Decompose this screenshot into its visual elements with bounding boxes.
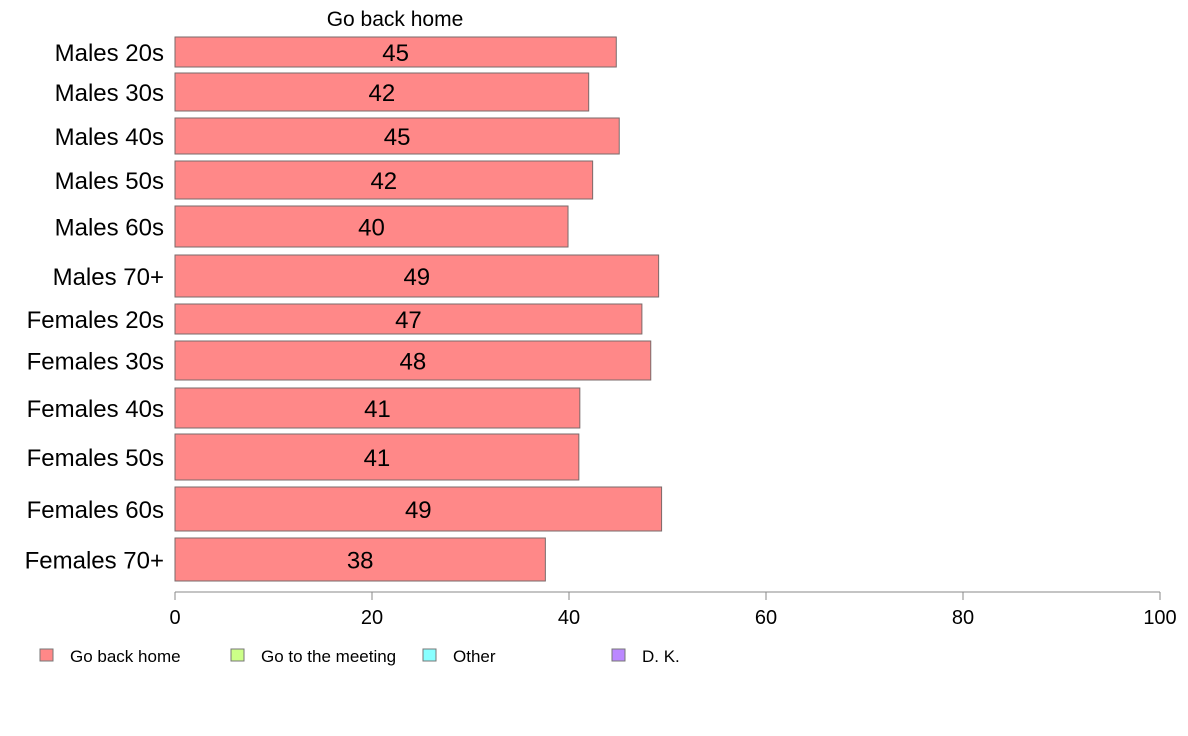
bar [174,340,652,381]
x-tick-label: 20 [361,607,383,629]
bar-value-label: 41 [364,396,391,423]
category-label: Males 70+ [53,264,164,291]
bar-row: 42 Males 50s [55,160,594,200]
legend-label: Other [453,647,496,666]
bar [174,205,569,248]
category-label: Males 40s [55,124,164,151]
legend-item: Other [422,647,496,666]
bar [174,117,620,155]
legend-item: Go to the meeting [230,647,396,666]
bar-value-label: 41 [364,445,391,472]
legend-swatch [230,648,245,662]
bar-row: 42 Males 30s [55,72,590,112]
bar-row: 40 Males 60s [55,205,569,248]
bar [174,254,660,298]
bar-row: 38 Females 70+ [25,537,546,582]
bar-value-label: 45 [382,40,409,67]
category-label: Males 20s [55,40,164,67]
bar [174,72,590,112]
bar-value-label: 49 [403,264,430,291]
bar [174,36,617,68]
bar-value-label: 48 [400,349,427,376]
bar-row: 41 Females 40s [27,387,581,429]
x-tick-label: 80 [952,607,974,629]
chart-header: Go back home [327,8,464,31]
bar-value-label: 47 [395,307,422,334]
bar [174,160,594,200]
bar-row: 47 Females 20s [27,303,643,335]
category-label: Males 30s [55,80,164,107]
bar [174,433,580,481]
category-label: Females 30s [27,349,164,376]
category-label: Females 60s [27,497,164,524]
category-label: Females 40s [27,396,164,423]
bars-group: 45 Males 20s 42 Males 30s 45 Males 40s 42 Males… [25,36,663,582]
x-axis: 0 20 40 60 80 100 [169,591,1177,629]
x-tick-label: 100 [1143,607,1176,629]
legend-label: Go to the meeting [261,647,396,666]
bar-row: 49 Males 70+ [53,254,660,298]
category-label: Females 20s [27,307,164,334]
bar [174,387,581,429]
category-label: Females 70+ [25,548,164,575]
x-tick-label: 40 [558,607,580,629]
bar-value-label: 45 [384,124,411,151]
category-label: Females 50s [27,445,164,472]
category-label: Males 60s [55,215,164,242]
bar-row: 41 Females 50s [27,433,580,481]
legend-item: D. K. [611,647,680,666]
x-tick-label: 60 [755,607,777,629]
legend: Go back home Go to the meeting Other D. K. [39,647,680,666]
bar-value-label: 42 [370,168,397,195]
bar-row: 49 Females 60s [27,486,663,532]
bar-row: 45 Males 20s [55,36,617,68]
legend-label: Go back home [70,647,181,666]
bar-value-label: 40 [358,215,385,242]
legend-label: D. K. [642,647,680,666]
bar [174,486,663,532]
legend-swatch [611,648,626,662]
bar [174,537,546,582]
category-label: Males 50s [55,168,164,195]
x-tick-label: 0 [169,607,180,629]
bar-row: 48 Females 30s [27,340,652,381]
bar-value-label: 42 [368,80,395,107]
legend-swatch [422,648,437,662]
bar-value-label: 49 [405,497,432,524]
bar [174,303,643,335]
legend-item: Go back home [39,647,181,666]
legend-swatch [39,648,54,662]
bar-value-label: 38 [347,548,374,575]
bar-row: 45 Males 40s [55,117,620,155]
